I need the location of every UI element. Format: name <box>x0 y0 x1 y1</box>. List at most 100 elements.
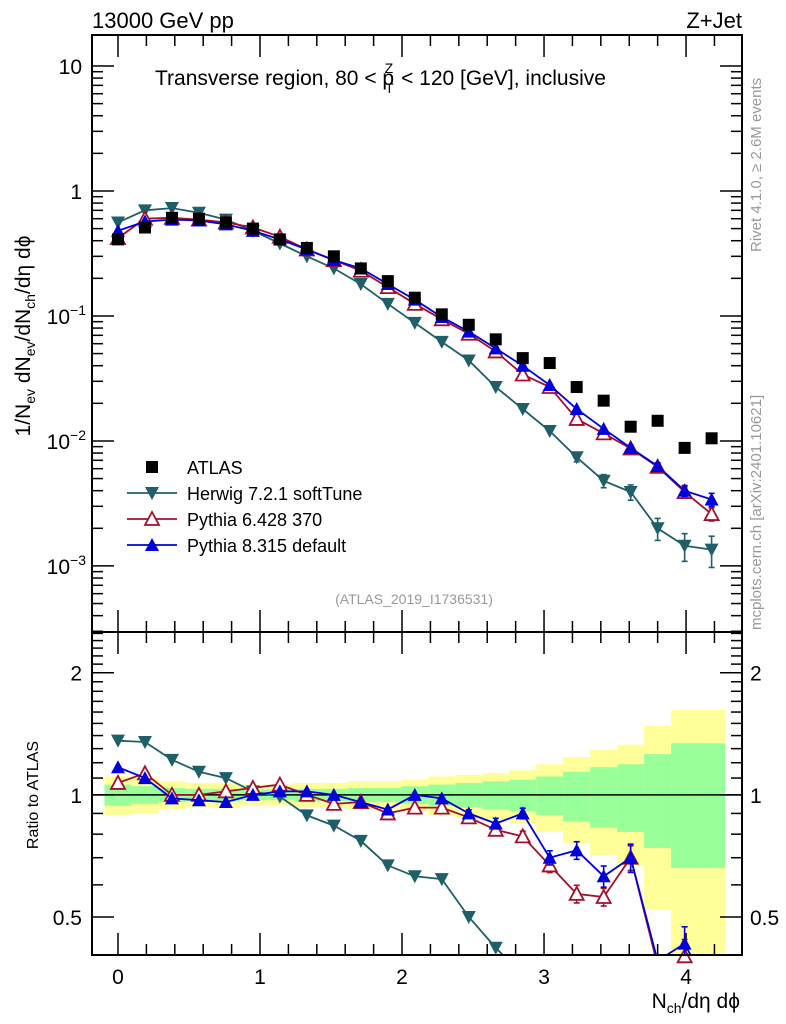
data-point <box>488 941 503 955</box>
data-point <box>191 793 206 807</box>
ylabel-part: /dη dϕ <box>12 236 35 294</box>
data-point <box>568 410 586 426</box>
xlabel-sub: ch <box>667 1000 682 1016</box>
mcplots-label: mcplots.cern.ch [arXiv:2401.10621] <box>748 395 765 630</box>
x-axis-label: Nch/dη dϕ <box>652 990 740 1016</box>
data-point <box>434 335 449 349</box>
data-point <box>570 381 583 394</box>
data-point <box>325 795 343 811</box>
main-title-sup: Z <box>385 60 394 76</box>
data-point <box>623 486 638 500</box>
main-title: Transverse region, 80 < pTZ < 120 [GeV],… <box>155 60 606 96</box>
main-title-post: < 120 [GeV], inclusive <box>395 67 606 90</box>
data-point <box>353 834 368 848</box>
legend-marker <box>145 487 159 500</box>
data-point <box>461 354 476 368</box>
data-point <box>406 798 424 815</box>
data-point <box>407 870 422 884</box>
data-point <box>381 275 394 288</box>
data-point <box>543 357 556 370</box>
band-inner <box>563 771 591 822</box>
data-point <box>488 816 503 830</box>
ylabel-part: 1/N <box>12 404 35 437</box>
legend: ATLAS Herwig 7.2.1 softTune Pythia 6.428 3… <box>127 458 362 556</box>
data-point <box>515 403 530 417</box>
data-point <box>408 291 421 304</box>
data-point <box>595 888 613 904</box>
band-inner <box>644 754 672 848</box>
main-title-sub: T <box>385 80 394 96</box>
data-point <box>703 505 721 521</box>
data-point <box>353 278 368 292</box>
data-point <box>380 802 395 816</box>
band-inner <box>590 767 618 828</box>
data-point <box>597 394 610 407</box>
legend-item: ATLAS <box>146 458 243 478</box>
main-y-axis-label: 1/Nev dNev/dNch/dη dϕ <box>12 236 38 437</box>
legend-label: Pythia 6.428 370 <box>187 510 322 530</box>
ylabel-sub: ev <box>22 341 38 356</box>
ratio-panel-frame <box>91 631 743 956</box>
data-point <box>542 378 557 392</box>
data-point <box>218 795 233 809</box>
main-series-layer <box>109 202 721 569</box>
ratio-y-axis-label: Ratio to ATLAS <box>25 741 42 849</box>
x-tick-label: 0 <box>112 966 124 989</box>
data-point <box>569 843 584 857</box>
data-point <box>164 202 179 216</box>
analysis-tag: (ATLAS_2019_I1736531) <box>335 591 493 607</box>
data-point <box>461 324 476 338</box>
legend-label: ATLAS <box>187 458 243 478</box>
data-point <box>192 212 205 225</box>
data-point <box>514 827 532 844</box>
x-tick-label: 2 <box>396 966 408 989</box>
data-point <box>461 910 476 924</box>
data-point <box>435 308 448 321</box>
main-axis-ticks: 10 1 10−1 10−2 10−3 <box>47 35 742 633</box>
ratio-uncertainty-bands <box>92 709 742 955</box>
data-point <box>110 216 125 230</box>
data-point <box>461 806 476 820</box>
data-point <box>678 441 691 454</box>
data-point <box>407 787 422 801</box>
data-point <box>489 333 502 346</box>
data-point <box>542 425 557 439</box>
data-point <box>326 787 341 801</box>
data-point <box>164 791 179 805</box>
data-point <box>651 414 664 427</box>
legend-marker <box>145 538 159 551</box>
legend-marker <box>143 510 161 526</box>
ratio-axis-ticks: 2 2 1 1 0.5 0.5 0 1 2 3 4 <box>53 632 779 989</box>
legend-item: Pythia 6.428 370 <box>127 510 322 530</box>
data-point <box>300 241 313 254</box>
data-point <box>569 451 584 465</box>
data-point <box>299 809 314 823</box>
data-point <box>164 753 179 767</box>
ratio-y-tick-label: 1 <box>70 785 82 808</box>
data-point <box>111 233 124 246</box>
data-point <box>434 873 449 887</box>
data-point <box>488 381 503 395</box>
band-inner <box>671 743 699 869</box>
ratio-y-tick-label: 0.5 <box>53 907 82 930</box>
data-point <box>596 421 611 435</box>
y-tick-label: 10−2 <box>47 427 87 454</box>
data-point <box>624 420 637 433</box>
data-point <box>650 459 665 473</box>
data-point <box>677 483 692 497</box>
legend-item: Pythia 8.315 default <box>127 536 346 556</box>
data-point <box>407 316 422 330</box>
data-point <box>165 211 178 224</box>
y-tick-label: 10−1 <box>47 302 87 329</box>
ratio-y-tick-label-right: 0.5 <box>750 907 779 930</box>
ylabel-sub: ch <box>22 294 38 309</box>
data-point <box>354 262 367 275</box>
data-point <box>353 795 368 809</box>
rivet-version-label: Rivet 4.1.0, ≥ 2.6M events <box>748 78 765 252</box>
x-tick-label: 1 <box>254 966 266 989</box>
ylabel-part: /dN <box>12 309 35 342</box>
data-point <box>623 850 638 864</box>
data-point <box>704 543 719 557</box>
legend-label: Pythia 8.315 default <box>187 536 346 556</box>
